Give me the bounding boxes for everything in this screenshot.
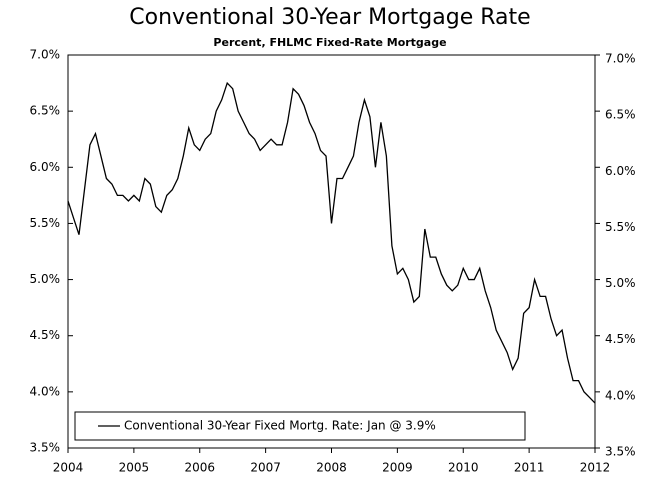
y-tick-label: 5.0% [30, 272, 61, 286]
chart-title: Conventional 30-Year Mortgage Rate [129, 5, 530, 30]
x-tick-label: 2006 [184, 461, 215, 475]
y-tick-label: 4.0% [30, 384, 61, 398]
y-tick-label: 7.0% [30, 48, 61, 62]
x-tick-label: 2011 [514, 461, 545, 475]
y2-tick-label: 4.0% [605, 388, 636, 402]
x-tick-label: 2007 [250, 461, 281, 475]
x-tick-label: 2004 [53, 461, 84, 475]
y2-tick-label: 6.5% [605, 108, 636, 122]
y2-tick-label: 3.5% [605, 445, 636, 459]
y2-tick-label: 5.5% [605, 220, 636, 234]
y2-tick-label: 5.0% [605, 276, 636, 290]
legend-box [74, 411, 526, 441]
y-tick-label: 5.5% [30, 216, 61, 230]
x-tick-label: 2012 [580, 461, 611, 475]
series-line [67, 81, 596, 404]
x-tick-label: 2005 [119, 461, 150, 475]
chart-subtitle: Percent, FHLMC Fixed-Rate Mortgage [213, 36, 446, 49]
plot-frame [67, 54, 596, 449]
y2-tick-label: 6.0% [605, 164, 636, 178]
legend-label: Conventional 30-Year Fixed Mortg. Rate: … [124, 419, 436, 433]
x-tick-label: 2010 [448, 461, 479, 475]
x-tick-label: 2008 [316, 461, 347, 475]
x-tick-label: 2009 [382, 461, 413, 475]
y-tick-label: 6.5% [30, 104, 61, 118]
y-tick-label: 3.5% [30, 441, 61, 455]
y-tick-label: 4.5% [30, 328, 61, 342]
y-tick-label: 6.0% [30, 160, 61, 174]
y2-tick-label: 4.5% [605, 332, 636, 346]
y2-tick-label: 7.0% [605, 52, 636, 66]
